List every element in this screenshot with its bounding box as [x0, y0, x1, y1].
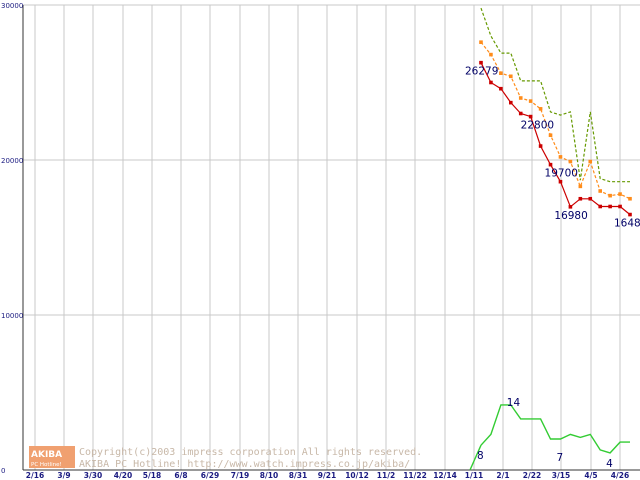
series-point — [588, 159, 593, 164]
series-point — [538, 144, 543, 148]
x-tick-label: 10/12 — [345, 471, 369, 480]
series-point — [568, 159, 573, 164]
series-point — [479, 60, 483, 65]
x-tick-label: 1/11 — [465, 471, 483, 480]
series-point — [528, 114, 533, 119]
series-point — [598, 189, 602, 193]
series-point — [548, 133, 553, 137]
data-label: 7 — [556, 452, 563, 464]
series-point — [578, 196, 583, 201]
series-point — [528, 99, 533, 103]
data-label: 22800 — [521, 120, 554, 132]
series-point — [558, 155, 563, 159]
series-point — [628, 212, 632, 217]
x-tick-label: 4/5 — [584, 471, 597, 480]
x-tick-label: 9/21 — [318, 471, 336, 480]
series-point — [499, 71, 503, 75]
series-point — [509, 100, 513, 105]
series-point — [499, 86, 503, 91]
series-point — [618, 204, 622, 209]
series-line-1 — [480, 41, 631, 200]
data-label: 16980 — [554, 210, 587, 222]
grid-lines — [23, 4, 640, 470]
data-label: 19700 — [545, 168, 578, 180]
data-label: 8 — [477, 450, 484, 462]
series-line-3-lead — [469, 444, 482, 471]
x-tick-label: 5/18 — [143, 471, 161, 480]
series-point — [489, 80, 493, 85]
y-tick-label: 20000 — [1, 157, 23, 165]
series-point — [608, 193, 612, 198]
series-point — [578, 184, 583, 189]
series-point — [518, 96, 523, 100]
x-tick-label: 4/20 — [114, 471, 132, 480]
x-tick-label: 12/14 — [433, 471, 457, 480]
x-tick-label: 6/29 — [201, 471, 219, 480]
x-tick-label: 11/2 — [377, 471, 395, 480]
y-axis: 0 10000 20000 30000 — [1, 2, 24, 475]
data-label: 26279 — [465, 66, 498, 78]
watermark-line-2: AKIBA PC Hotline! http://www.watch.impre… — [79, 459, 410, 470]
series-point — [479, 40, 483, 44]
x-axis: 2/16 3/9 3/30 4/20 5/18 6/8 6/29 7/19 8/10 8/31 9/… — [23, 469, 640, 480]
akiba-logo-subtext: PC Hotline! — [31, 462, 62, 468]
x-tick-label: 8/31 — [289, 471, 307, 480]
x-tick-label: 3/15 — [552, 471, 570, 480]
akiba-logo-text: AKIBA — [31, 450, 62, 460]
series-point — [548, 162, 553, 167]
x-tick-label: 6/8 — [174, 471, 187, 480]
series-line-2 — [480, 7, 630, 183]
data-label: 14 — [507, 397, 521, 409]
copyright-watermark: AKIBA PC Hotline! Copyright(c)2003 impre… — [29, 446, 422, 470]
x-tick-label: 8/10 — [260, 471, 278, 480]
x-tick-label: 3/30 — [84, 471, 102, 480]
x-tick-label: 2/16 — [26, 471, 44, 480]
series-point — [588, 196, 593, 201]
data-labels: 26279 22800 19700 16980 16480 8 14 7 4 — [465, 66, 640, 470]
series-point — [489, 52, 493, 57]
data-series — [469, 7, 632, 471]
y-tick-label: 30000 — [1, 2, 23, 10]
series-point — [628, 196, 632, 201]
x-tick-label: 2/1 — [496, 471, 509, 480]
series-point — [518, 111, 523, 116]
y-tick-label: 10000 — [1, 312, 23, 320]
series-point — [618, 192, 622, 196]
x-tick-label: 2/22 — [523, 471, 541, 480]
series-point — [509, 74, 513, 79]
series-line-0 — [480, 62, 631, 216]
x-tick-label: 11/22 — [403, 471, 427, 480]
x-tick-label: 4/26 — [611, 471, 629, 480]
x-tick-label: 7/19 — [231, 471, 249, 480]
akiba-logo-box — [29, 446, 75, 468]
x-tick-label: 3/9 — [57, 471, 70, 480]
series-point — [568, 205, 573, 209]
series-point — [558, 179, 563, 184]
watermark-line-1: Copyright(c)2003 impress corporation All… — [79, 447, 422, 458]
y-tick-label: 0 — [1, 467, 5, 475]
series-line-3 — [480, 404, 630, 454]
data-label: 4 — [606, 458, 613, 470]
data-label: 16480 — [614, 218, 640, 230]
series-point — [608, 204, 612, 209]
series-point — [598, 204, 602, 209]
series-point — [538, 107, 543, 111]
